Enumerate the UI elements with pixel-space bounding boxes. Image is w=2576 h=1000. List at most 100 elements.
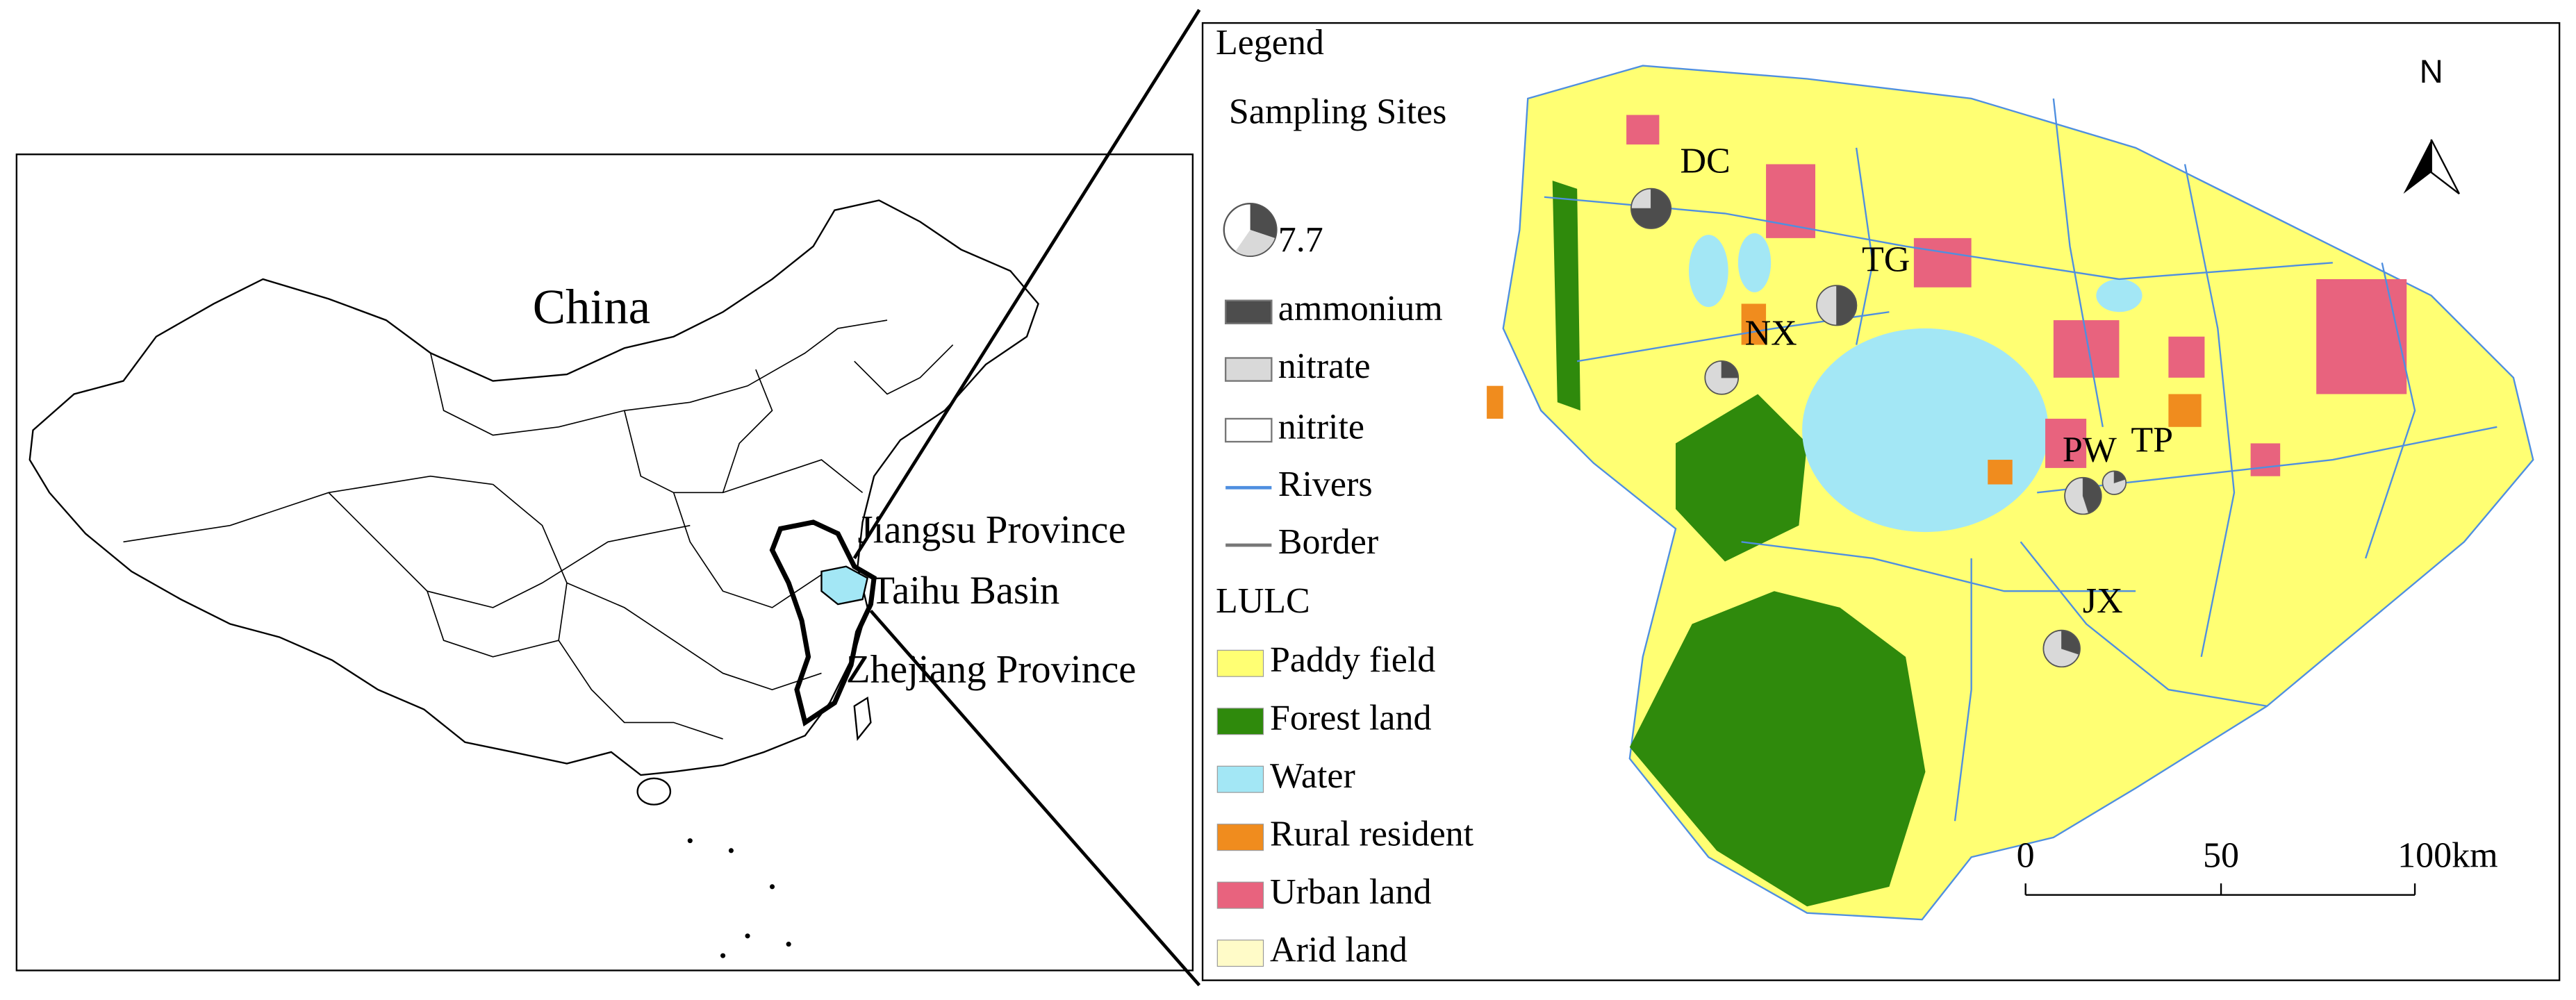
province-borders xyxy=(123,319,954,740)
lake xyxy=(1688,235,1728,308)
legend-swatch xyxy=(1216,940,1264,967)
legend-swatch xyxy=(1216,881,1264,909)
province-border xyxy=(429,319,888,436)
pie-slice xyxy=(1836,285,1857,326)
left-frame xyxy=(15,153,1194,972)
rural-patch xyxy=(1988,460,2013,485)
jiangsu-zhejiang-outline xyxy=(769,519,877,727)
scale-label: 50 xyxy=(2203,836,2239,876)
province-border xyxy=(672,492,822,608)
legend-label: Urban land xyxy=(1270,872,1431,912)
island xyxy=(786,942,791,947)
pie-slice xyxy=(1721,360,1739,378)
taihu-basin-shape xyxy=(820,565,869,606)
legend-title: Legend xyxy=(1216,23,1324,62)
urban-patch xyxy=(2316,278,2407,394)
site-label: TP xyxy=(2131,420,2173,460)
forest-patch xyxy=(1676,394,1808,562)
island xyxy=(687,838,693,844)
island xyxy=(728,848,734,853)
legend-swatch xyxy=(1216,649,1264,677)
lake xyxy=(2096,278,2142,312)
region-label: Taihu Basin xyxy=(870,569,1059,612)
zoom-line xyxy=(869,610,1201,987)
legend-label: nitrate xyxy=(1278,347,1371,386)
province-border xyxy=(566,582,822,690)
rural-patch xyxy=(2168,394,2202,427)
lake xyxy=(1737,233,1772,292)
water-bodies xyxy=(1688,233,2142,533)
legend-swatch xyxy=(1224,299,1273,324)
urban-patch xyxy=(2053,320,2120,378)
legend-swatch xyxy=(1224,417,1273,443)
pie-slice xyxy=(2043,630,2080,667)
pie-slice xyxy=(2061,630,2081,655)
forest-areas xyxy=(1552,181,1926,907)
pie-slice xyxy=(2064,477,2090,515)
legend-label: Arid land xyxy=(1270,931,1407,970)
rivers xyxy=(1544,98,2497,822)
legend-label: Border xyxy=(1278,522,1378,562)
island xyxy=(745,933,750,939)
site-label: PW xyxy=(2063,431,2117,470)
urban-patch xyxy=(1626,115,1660,145)
river xyxy=(2052,98,2104,427)
region-label: Zhejiang Province xyxy=(846,647,1137,691)
pie-slice xyxy=(1630,188,1652,209)
river xyxy=(2365,262,2416,559)
forest-patch xyxy=(1552,181,1580,411)
zoom-line xyxy=(852,8,1201,560)
river xyxy=(1741,541,2136,592)
site-label: TG xyxy=(1862,240,1910,279)
legend-label: Water xyxy=(1270,756,1355,796)
river xyxy=(2020,541,2268,707)
urban-patch xyxy=(2045,418,2087,468)
pie-slice xyxy=(1705,360,1739,395)
rural-areas xyxy=(1487,303,2202,485)
rural-patch xyxy=(1487,385,1503,419)
lulc-title: LULC xyxy=(1216,581,1310,621)
south-sea-islands xyxy=(687,838,791,958)
pie-slice xyxy=(2082,477,2102,514)
hainan-island xyxy=(636,777,672,806)
province-border xyxy=(328,492,691,608)
legend-swatch xyxy=(1216,708,1264,735)
legend-label: Rural resident xyxy=(1270,815,1474,854)
province-border xyxy=(722,369,773,493)
island xyxy=(720,953,726,958)
river xyxy=(1855,147,1874,345)
urban-patch xyxy=(1913,238,1972,288)
island xyxy=(769,884,775,890)
legend-label: ammonium xyxy=(1278,289,1443,328)
legend-subtitle: Sampling Sites xyxy=(1229,92,1446,131)
province-border xyxy=(854,344,954,395)
region-label: Jiangsu Province xyxy=(857,508,1125,551)
china-label: China xyxy=(533,281,650,335)
north-label: N xyxy=(2420,53,2443,90)
legend-pie-slice xyxy=(1250,203,1276,238)
river xyxy=(1954,558,1972,822)
site-label: DC xyxy=(1680,141,1730,181)
china-outline xyxy=(28,199,1039,776)
scale-label: 0 xyxy=(2017,836,2035,876)
right-frame xyxy=(1201,22,2561,981)
size-label: 7.7 xyxy=(1278,220,1323,260)
rural-patch xyxy=(1741,303,1767,345)
site-label: JX xyxy=(2083,581,2123,621)
pie-slice xyxy=(1816,285,1838,326)
site-label: NX xyxy=(1745,314,1797,353)
urban-patch xyxy=(1766,164,1816,238)
north-arrow xyxy=(2430,139,2460,194)
pie-slice xyxy=(1630,188,1671,229)
taiwan-island xyxy=(853,696,872,742)
scale-bar xyxy=(2024,883,2416,896)
province-border xyxy=(558,640,723,740)
legend-swatch xyxy=(1224,357,1273,382)
river xyxy=(2183,164,2236,658)
legend-label: nitrite xyxy=(1278,407,1364,447)
legend-label: Rivers xyxy=(1278,465,1373,504)
legend-label: Paddy field xyxy=(1270,640,1435,680)
lake-taihu xyxy=(1802,328,2049,533)
